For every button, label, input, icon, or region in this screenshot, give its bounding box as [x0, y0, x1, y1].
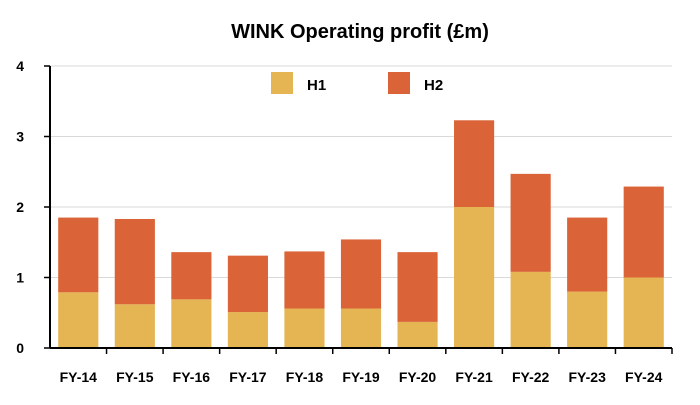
bar-segment-h1-fy-18	[284, 308, 325, 348]
bar-segment-h2-fy-14	[58, 217, 99, 293]
bar-segment-h2-fy-15	[114, 218, 155, 305]
y-tick-labels: 0 1 2 3 4	[16, 58, 50, 356]
legend-swatch-h2	[388, 72, 410, 94]
bar-segment-h2-fy-20	[397, 252, 438, 322]
y-tick-label: 0	[16, 340, 24, 356]
bar-segment-h2-fy-24	[623, 186, 664, 278]
x-tick-label: FY-24	[625, 369, 663, 385]
bar-segment-h2-fy-22	[510, 173, 551, 272]
x-tick-label: FY-23	[569, 369, 607, 385]
legend: H1 H2	[271, 72, 443, 94]
x-tick-label: FY-14	[60, 369, 98, 385]
bar-segment-h1-fy-24	[623, 277, 664, 348]
bar-segment-h1-fy-16	[171, 299, 212, 348]
x-tick-label: FY-16	[173, 369, 211, 385]
bar-segment-h2-fy-23	[567, 217, 608, 292]
bars	[58, 120, 664, 348]
bar-segment-h2-fy-18	[284, 251, 325, 309]
x-tick-label: FY-21	[455, 369, 493, 385]
bar-segment-h1-fy-17	[227, 312, 268, 348]
legend-label-h2: H2	[424, 77, 443, 94]
x-tick-label: FY-20	[399, 369, 437, 385]
bar-segment-h2-fy-17	[227, 255, 268, 313]
bar-segment-h1-fy-19	[340, 308, 382, 348]
bar-segment-h1-fy-21	[454, 207, 495, 348]
x-tick-label: FY-19	[342, 369, 380, 385]
y-tick-label: 2	[16, 199, 24, 215]
bar-segment-h2-fy-16	[171, 252, 212, 300]
x-tick-labels: FY-14 FY-15 FY-16 FY-17 FY-18 FY-19 FY-20 FY-21…	[60, 348, 673, 385]
x-tick-label: FY-22	[512, 369, 550, 385]
bar-segment-h2-fy-21	[454, 120, 495, 207]
y-tick-label: 3	[16, 129, 24, 145]
y-tick-label: 4	[16, 58, 24, 74]
bar-segment-h1-fy-15	[114, 304, 155, 348]
bar-segment-h1-fy-20	[397, 321, 438, 348]
chart-title: WINK Operating profit (£m)	[231, 21, 489, 43]
y-tick-label: 1	[16, 270, 24, 286]
legend-label-h1: H1	[307, 77, 326, 94]
bar-segment-h2-fy-19	[340, 239, 382, 309]
bar-segment-h1-fy-14	[58, 292, 99, 348]
legend-swatch-h1	[271, 72, 293, 94]
x-tick-label: FY-15	[116, 369, 154, 385]
x-tick-label: FY-18	[286, 369, 324, 385]
bar-segment-h1-fy-23	[567, 291, 608, 348]
x-tick-label: FY-17	[229, 369, 267, 385]
bar-segment-h1-fy-22	[510, 271, 551, 348]
